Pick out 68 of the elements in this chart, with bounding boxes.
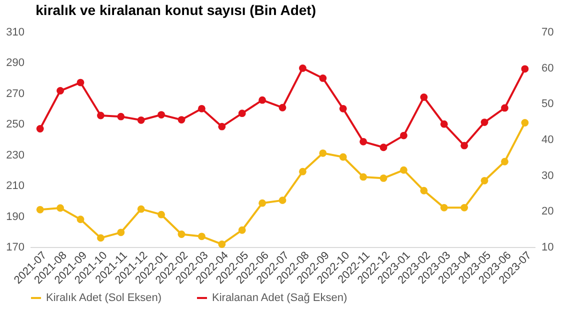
y2-tick-label: 70 (542, 26, 554, 38)
point (56, 204, 64, 212)
point (278, 196, 286, 204)
point (158, 111, 166, 118)
point (298, 64, 306, 72)
point (480, 118, 488, 126)
point (76, 78, 84, 86)
point (117, 228, 125, 236)
y-tick-label: 250 (6, 118, 24, 131)
point (36, 206, 44, 214)
point (319, 74, 327, 82)
point (460, 142, 468, 150)
point (178, 230, 186, 238)
point (56, 87, 64, 94)
y2-tick-label: 10 (542, 242, 554, 254)
point (360, 173, 368, 181)
point (198, 232, 206, 240)
point (178, 116, 186, 124)
point (36, 125, 44, 132)
y-tick-label: 290 (6, 57, 24, 70)
y-tick-label: 230 (6, 149, 24, 162)
y-tick-label: 310 (6, 26, 24, 38)
point (440, 120, 448, 128)
point (218, 122, 226, 130)
point (500, 158, 508, 166)
point (319, 149, 327, 157)
y-tick-label: 270 (6, 88, 24, 100)
y-tick-label: 170 (6, 242, 24, 254)
point (440, 204, 448, 212)
point (400, 166, 408, 174)
y-tick-label: 190 (6, 210, 24, 223)
point (460, 204, 468, 212)
legend-label: Kiralanan Adet (Sağ Eksen) (212, 292, 348, 304)
point (76, 216, 84, 224)
legend-label: Kiralık Adet (Sol Eksen) (46, 292, 162, 304)
y2-tick-label: 50 (542, 98, 554, 110)
point (521, 65, 529, 73)
y2-tick-label: 40 (542, 134, 554, 146)
point (278, 104, 286, 112)
point (420, 94, 428, 101)
point (380, 144, 388, 152)
point (339, 104, 347, 112)
point (400, 132, 408, 140)
point (258, 199, 266, 207)
y2-tick-label: 60 (542, 62, 554, 74)
y-tick-label: 210 (6, 180, 24, 192)
chart-title: kiralık ve kiralanan konut sayısı (Bin Adet) (36, 2, 316, 18)
point (339, 153, 347, 161)
point (117, 112, 125, 120)
point (258, 96, 266, 104)
point (238, 110, 246, 118)
point (480, 176, 488, 184)
point (137, 205, 145, 213)
point (521, 119, 529, 126)
y2-tick-label: 30 (542, 170, 554, 182)
point (198, 104, 206, 112)
point (238, 226, 246, 234)
point (218, 240, 226, 248)
point (420, 186, 428, 194)
point (96, 234, 104, 242)
y2-tick-label: 20 (542, 206, 554, 218)
point (96, 112, 104, 120)
point (298, 168, 306, 176)
point (158, 210, 166, 218)
point (137, 116, 145, 124)
point (360, 138, 368, 146)
point (500, 104, 508, 112)
point (380, 174, 388, 182)
